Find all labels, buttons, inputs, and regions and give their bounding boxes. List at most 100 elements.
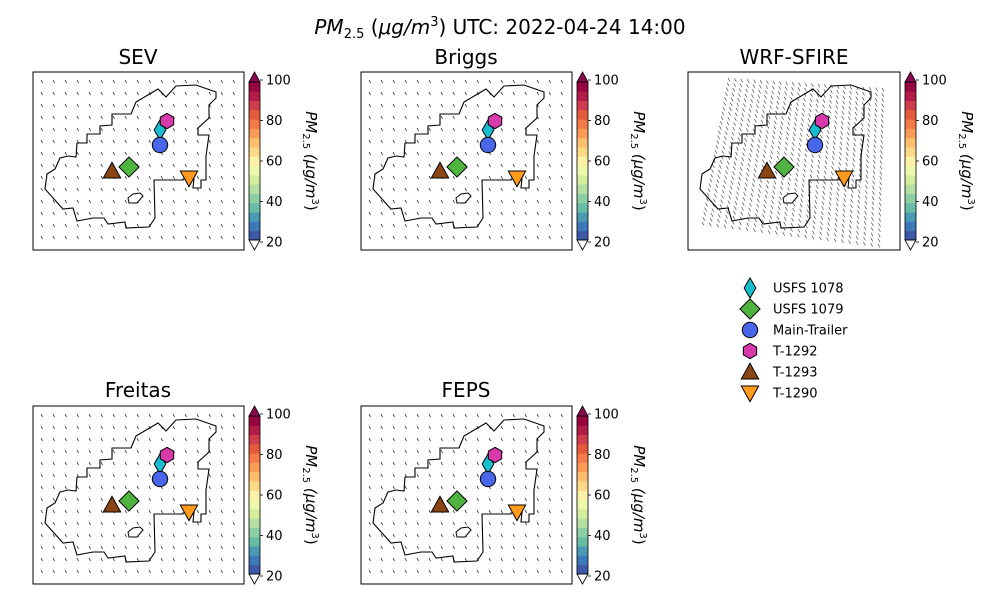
wind-arrow [826,232,830,237]
wind-arrow [870,227,874,232]
wind-arrow [440,437,443,442]
wind-arrow [773,125,776,130]
wind-arrow [52,235,55,240]
wind-arrow [428,521,431,526]
wind-arrow [758,134,762,139]
wind-arrow [709,178,713,183]
wind-arrow [488,187,491,192]
wind-arrow [52,223,55,228]
wind-arrow [802,102,806,107]
wind-arrow [860,138,863,142]
wind-arrow [184,199,187,204]
wind-arrow [160,103,163,108]
wind-arrow [718,209,722,213]
wind-arrow [416,557,419,562]
wind-arrow [52,425,55,430]
wind-arrow [878,233,881,238]
wind-arrow [788,116,791,121]
wind-arrow [232,461,235,466]
wind-arrow [524,115,527,120]
wind-arrow [64,413,67,418]
wind-arrow [112,115,115,120]
wind-arrow [762,209,766,214]
wind-arrow [775,226,779,230]
wind-arrow [512,235,515,240]
wind-arrow [757,198,760,203]
wind-arrow [416,127,419,132]
wind-arrow [88,151,91,156]
wind-arrow [524,211,527,216]
wind-arrow [160,533,163,538]
wind-arrow [428,235,431,240]
wind-arrow [548,79,551,84]
wind-arrow [560,223,563,228]
wind-arrow [368,437,371,442]
wind-arrow [868,107,871,112]
wind-arrow [148,485,151,490]
wind-arrow [368,509,371,514]
wind-arrow [392,223,395,228]
wind-arrow [856,215,860,220]
wind-arrow [871,196,875,201]
wind-arrow [560,139,563,144]
wind-arrow [737,181,741,186]
wind-arrow [184,545,187,550]
wind-arrow [745,128,749,132]
wind-arrow [867,112,871,117]
wind-arrow [440,115,443,120]
wind-arrow [787,182,791,186]
wind-arrow [804,234,807,239]
wind-arrow [172,151,175,156]
wind-arrow [536,533,539,538]
wind-arrow [148,151,151,156]
wind-arrow [840,126,844,130]
wind-arrow [88,425,91,430]
wind-arrow [88,569,91,574]
wind-arrow [815,108,818,113]
wind-arrow [848,106,852,111]
wind-arrow [749,197,753,202]
wind-arrow [863,231,866,236]
wind-arrow [536,151,539,156]
wind-arrow [838,161,841,166]
wind-arrow [827,217,831,221]
wind-arrow [40,211,43,216]
wind-arrow [848,229,852,234]
wind-arrow [208,569,211,574]
boundary-inholding [127,526,144,538]
wind-arrow [792,207,795,212]
wind-arrow [160,175,163,180]
wind-arrow [734,206,737,210]
wind-arrow [753,173,756,178]
wind-arrow [879,171,883,175]
boundary-inholding [127,192,144,204]
wind-arrow [368,127,371,132]
wind-arrow [865,180,868,184]
wind-arrow [726,210,729,214]
wind-arrow [500,509,503,514]
wind-arrow [832,151,835,155]
wind-arrow [160,163,163,168]
wind-arrow [464,115,467,120]
wind-arrow [536,557,539,562]
wind-arrow [841,105,845,110]
wind-arrow [64,485,67,490]
boundary-inholding [782,192,799,204]
wind-arrow [796,102,799,107]
wind-arrow [124,187,127,192]
wind-arrow [829,99,832,104]
wind-arrow [806,214,809,219]
wind-arrow [715,184,719,189]
wind-arrow [780,181,784,186]
wind-arrow [184,473,187,478]
colorbar-swatch [249,416,260,426]
wind-arrow [148,509,151,514]
wind-arrow [738,93,741,97]
wind-arrow [160,223,163,228]
wind-arrow [112,79,115,84]
wind-arrow [124,473,127,478]
wind-arrow [829,186,833,191]
wind-arrow [52,115,55,120]
wind-arrow [40,521,43,526]
